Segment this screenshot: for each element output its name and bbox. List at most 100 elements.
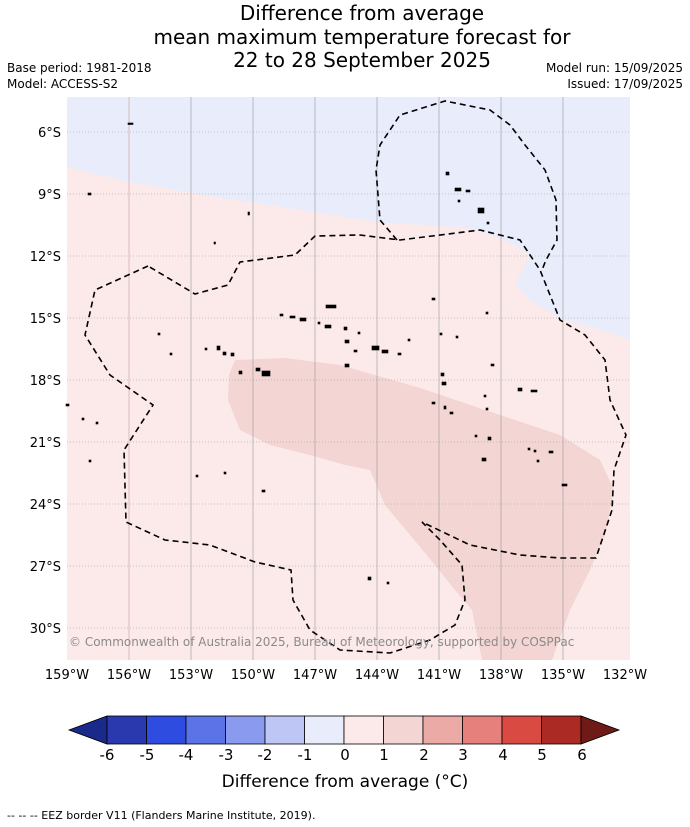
island: [87, 192, 92, 196]
colorbar-tick: 4: [498, 746, 508, 764]
island: [223, 471, 227, 475]
map-title: Difference from average mean maximum tem…: [0, 1, 690, 73]
island: [449, 411, 454, 415]
lon-label: 132°W: [603, 668, 647, 683]
island: [431, 401, 436, 405]
run-info: Model run: 15/09/2025 Issued: 17/09/2025: [546, 60, 683, 92]
colorbar-tick: 6: [577, 746, 587, 764]
island: [279, 313, 284, 317]
graticule: [67, 97, 630, 660]
colorbar-tick: 2: [419, 746, 429, 764]
colorbar-tick: 1: [379, 746, 389, 764]
island: [407, 338, 411, 342]
island: [439, 332, 443, 336]
island: [157, 332, 161, 336]
island: [95, 421, 99, 425]
colorbar-tick: -5: [139, 746, 155, 764]
colorbar-swatch: [264, 715, 305, 745]
island: [344, 339, 350, 344]
lon-label: 159°W: [45, 668, 89, 683]
island: [485, 407, 489, 411]
lon-label: 150°W: [231, 668, 275, 683]
colorbar-swatch: [304, 715, 345, 745]
colorbar-swatch: [462, 715, 503, 745]
lat-label: 24°S: [30, 498, 61, 513]
copyright-text: © Commonwealth of Australia 2025, Bureau…: [69, 635, 574, 649]
lon-label: 153°W: [169, 668, 213, 683]
colorbar-tick: -1: [297, 746, 313, 764]
lat-label: 27°S: [30, 560, 61, 575]
lat-label: 18°S: [30, 374, 61, 389]
colorbar-extend-high: [580, 715, 621, 745]
island: [343, 326, 348, 331]
island: [530, 389, 538, 393]
colorbar-tick: 5: [537, 746, 547, 764]
island: [431, 297, 436, 301]
island: [397, 352, 402, 356]
eez-border-french-polynesia: [84, 229, 627, 654]
eez-legend: -- -- -- EEZ border V11 (Flanders Marine…: [7, 809, 316, 822]
title-line-3: 22 to 28 September 2025: [233, 48, 491, 72]
island: [325, 304, 337, 309]
island: [169, 352, 173, 356]
island: [65, 403, 70, 407]
lon-label: 147°W: [293, 668, 337, 683]
island: [317, 321, 321, 325]
colorbar-tick: 3: [458, 746, 468, 764]
island: [487, 436, 492, 441]
island: [481, 457, 487, 462]
island: [527, 447, 531, 451]
colorbar-title: Difference from average (°C): [221, 772, 469, 792]
island: [324, 324, 332, 329]
lat-label: 9°S: [38, 188, 61, 203]
island: [536, 459, 540, 463]
island: [204, 347, 208, 351]
island: [483, 394, 487, 398]
island: [247, 211, 250, 216]
colorbar-swatch: [501, 715, 542, 745]
island: [561, 483, 568, 487]
eez-border-marquesas: [375, 100, 558, 271]
anomaly-region-pos-1-2: [228, 358, 614, 660]
island: [455, 335, 459, 339]
island: [213, 241, 216, 245]
island: [255, 367, 261, 372]
eez-borders: [84, 100, 627, 654]
island: [485, 311, 489, 315]
lon-label: 135°W: [541, 668, 585, 683]
colorbar-swatch: [185, 715, 226, 745]
island: [465, 189, 471, 193]
longitude-labels: 159°W 156°W 153°W 150°W 147°W 144°W 141°…: [45, 668, 647, 683]
lon-label: 141°W: [417, 668, 461, 683]
lat-label: 30°S: [30, 622, 61, 637]
island: [216, 345, 221, 351]
island: [548, 450, 554, 454]
lat-label: 12°S: [30, 250, 61, 265]
island: [486, 221, 490, 225]
colorbar-tick: -3: [218, 746, 234, 764]
island: [440, 372, 445, 377]
colorbar-swatch: [146, 715, 187, 745]
island: [81, 417, 85, 421]
islands: [65, 122, 568, 585]
island: [88, 459, 92, 463]
island: [367, 576, 372, 581]
island: [474, 434, 478, 438]
island: [195, 474, 199, 478]
issued-date: Issued: 17/09/2025: [567, 77, 683, 91]
colorbar-extend-low: [67, 715, 108, 745]
colorbar-tick: -4: [178, 746, 194, 764]
colorbar-swatch: [422, 715, 463, 745]
island: [533, 449, 537, 453]
island: [443, 405, 447, 410]
lat-label: 6°S: [38, 126, 61, 141]
title-line-2: mean maximum temperature forecast for: [153, 24, 571, 49]
colorbar-swatch: [541, 715, 582, 745]
island: [127, 122, 134, 125]
island: [230, 352, 235, 357]
island: [441, 381, 447, 386]
island: [238, 370, 243, 375]
colorbar-tick: -2: [257, 746, 273, 764]
island: [371, 345, 380, 351]
